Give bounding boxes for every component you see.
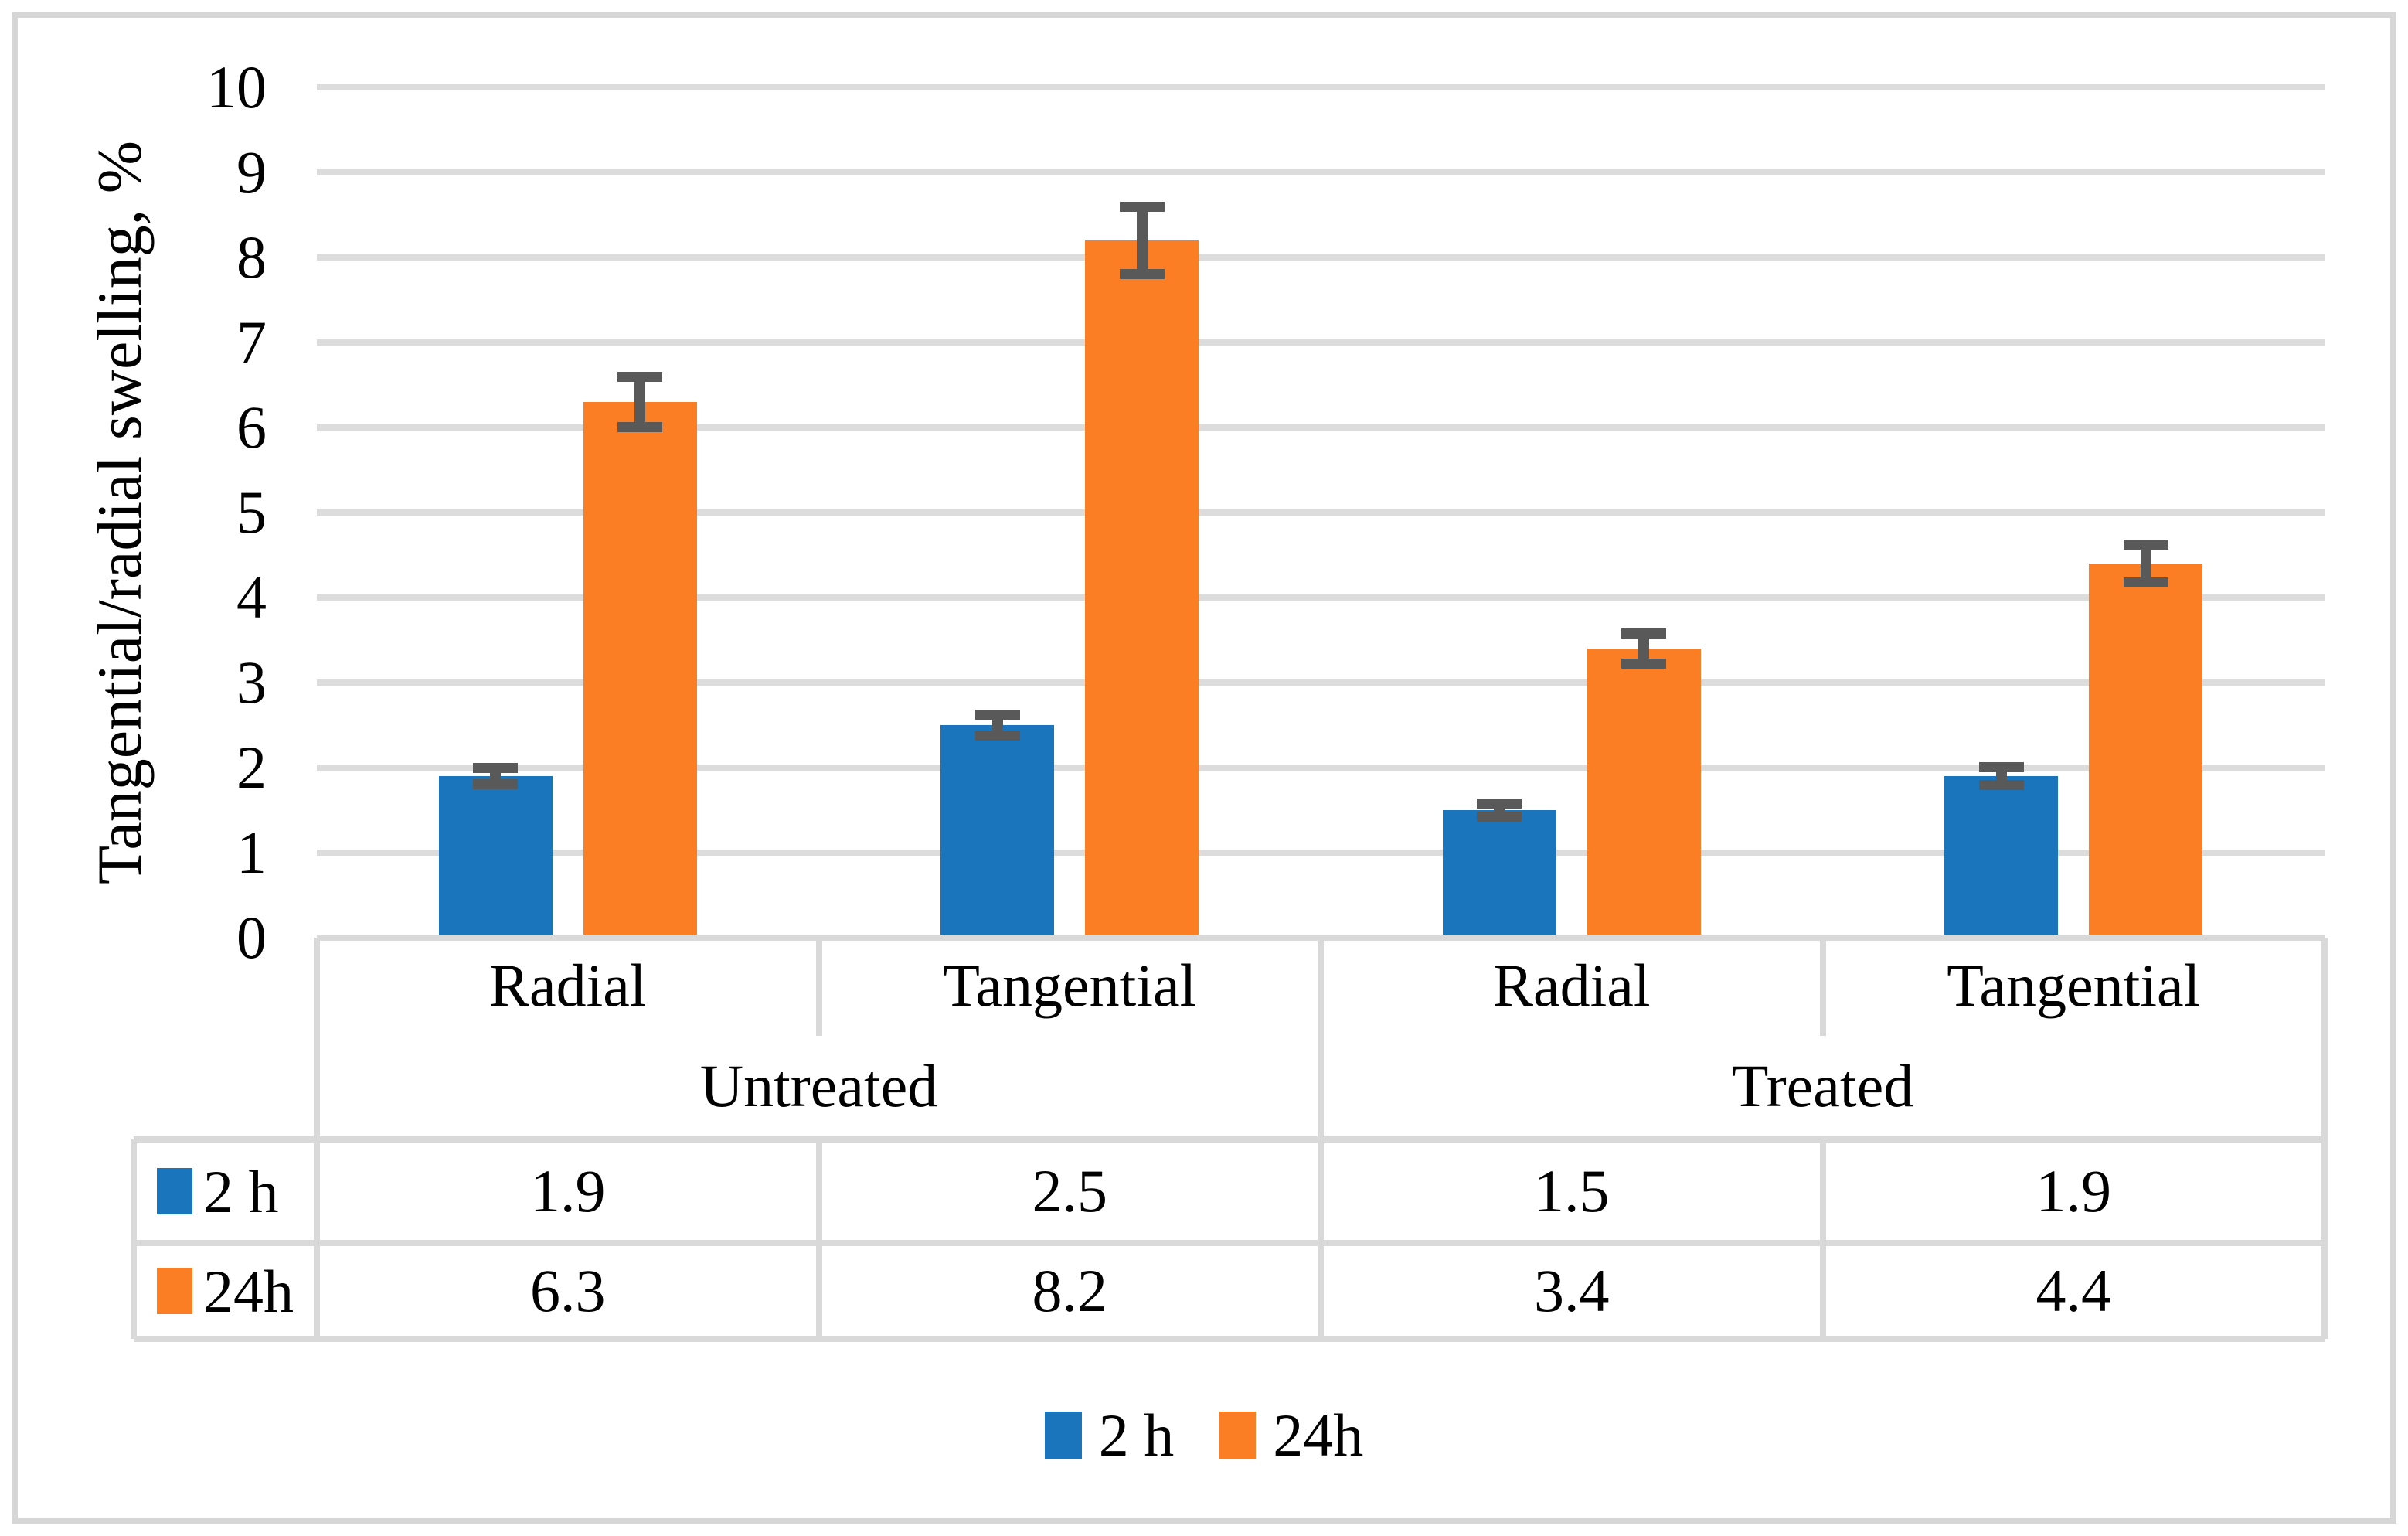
legend-label: 24h xyxy=(1273,1401,1364,1469)
gridline-7 xyxy=(317,339,2325,346)
table-row-divider xyxy=(134,1240,2325,1246)
gridline-5 xyxy=(317,509,2325,516)
legend-item-2h: 2 h xyxy=(1044,1401,1175,1469)
gridline-3 xyxy=(317,679,2325,686)
bar-2h-tangential-1 xyxy=(940,725,1055,938)
error-bar-cap-top xyxy=(1978,761,2024,772)
table-right-border xyxy=(2321,938,2328,1339)
error-bar-cap-bottom xyxy=(1978,780,2024,791)
group-header-treated: Treated xyxy=(1731,1052,1914,1119)
y-tick-2: 2 xyxy=(236,734,267,801)
error-bar-cap-bottom xyxy=(1477,811,1522,822)
bar-24h-radial-2 xyxy=(1587,649,1701,938)
error-bar-cap-top xyxy=(1621,628,1667,639)
key-column-left-border xyxy=(131,1139,137,1339)
bar-2h-radial-2 xyxy=(1442,810,1556,938)
category-divider xyxy=(1819,938,1826,1036)
table-key-swatch-2h xyxy=(157,1168,192,1214)
bar-24h-tangential-3 xyxy=(2089,564,2203,938)
value-column-divider xyxy=(1819,1139,1826,1339)
group-header-untreated: Untreated xyxy=(699,1052,938,1119)
gridline-8 xyxy=(317,254,2325,261)
table-value-r1-c2: 3.4 xyxy=(1534,1257,1610,1324)
table-value-r0-c1: 2.5 xyxy=(1032,1157,1108,1224)
error-bar-stem xyxy=(634,376,646,427)
error-bar-cap-top xyxy=(1119,202,1165,212)
figure-border xyxy=(12,12,2396,1524)
y-tick-1: 1 xyxy=(236,819,267,886)
table-value-r1-c1: 8.2 xyxy=(1032,1257,1108,1324)
table-value-r0-c2: 1.5 xyxy=(1534,1157,1610,1224)
error-bar-stem xyxy=(1638,633,1650,664)
bar-24h-radial-0 xyxy=(583,402,697,938)
legend-item-24h: 24h xyxy=(1219,1405,1363,1466)
table-value-r0-c0: 1.9 xyxy=(530,1157,606,1224)
error-bar-stem xyxy=(2140,543,2151,584)
gridline-6 xyxy=(317,424,2325,431)
y-tick-10: 10 xyxy=(206,53,267,121)
value-column-divider xyxy=(1318,1139,1324,1339)
error-bar-stem xyxy=(1136,206,1148,274)
y-tick-6: 6 xyxy=(236,393,267,461)
error-bar-cap-top xyxy=(473,763,519,773)
error-bar-cap-top xyxy=(2123,539,2168,550)
category-header-tangential-3: Tangential xyxy=(1947,952,2201,1019)
error-bar-cap-bottom xyxy=(617,422,663,432)
gridline-4 xyxy=(317,594,2325,601)
error-bar-cap-bottom xyxy=(1119,269,1165,279)
y-tick-9: 9 xyxy=(236,138,267,206)
category-header-radial-2: Radial xyxy=(1492,952,1651,1019)
table-value-r0-c3: 1.9 xyxy=(2036,1157,2112,1224)
y-tick-7: 7 xyxy=(236,308,267,376)
table-header-bottom-border xyxy=(134,1136,2325,1143)
error-bar-cap-bottom xyxy=(974,731,1020,741)
table-key-label: 24h xyxy=(203,1258,294,1325)
legend: 2 h 24h xyxy=(0,1401,2408,1470)
error-bar-stem xyxy=(991,714,1003,737)
table-key-label: 2 h xyxy=(203,1158,279,1225)
table-left-border xyxy=(314,938,320,1339)
gridline-9 xyxy=(317,169,2325,175)
gridline-2 xyxy=(317,765,2325,771)
bar-24h-tangential-1 xyxy=(1085,240,1199,938)
error-bar-cap-top xyxy=(617,372,663,382)
error-bar-cap-bottom xyxy=(1621,658,1667,669)
table-value-r1-c0: 6.3 xyxy=(530,1257,606,1324)
y-tick-5: 5 xyxy=(236,479,267,546)
category-header-tangential-1: Tangential xyxy=(943,952,1197,1019)
gridline-10 xyxy=(317,84,2325,90)
value-column-divider xyxy=(815,1139,822,1339)
table-value-r1-c3: 4.4 xyxy=(2036,1257,2112,1324)
y-tick-0: 0 xyxy=(236,904,267,971)
error-bar-cap-bottom xyxy=(473,779,519,789)
bar-2h-tangential-3 xyxy=(1944,776,2059,938)
error-bar-cap-bottom xyxy=(2123,577,2168,588)
y-tick-3: 3 xyxy=(236,649,267,716)
group-divider xyxy=(1318,938,1324,1139)
bar-2h-radial-0 xyxy=(438,776,553,938)
legend-label: 2 h xyxy=(1098,1401,1175,1469)
y-tick-4: 4 xyxy=(236,564,267,631)
error-bar-cap-top xyxy=(974,709,1020,720)
table-bottom-border xyxy=(134,1336,2325,1342)
gridline-1 xyxy=(317,850,2325,856)
category-divider xyxy=(815,938,822,1036)
category-header-radial-0: Radial xyxy=(488,952,647,1019)
y-tick-8: 8 xyxy=(236,223,267,291)
table-key-swatch-24h xyxy=(157,1268,192,1314)
error-bar-cap-top xyxy=(1477,799,1522,809)
legend-swatch-2h xyxy=(1044,1412,1082,1459)
legend-swatch-24h xyxy=(1219,1412,1257,1459)
